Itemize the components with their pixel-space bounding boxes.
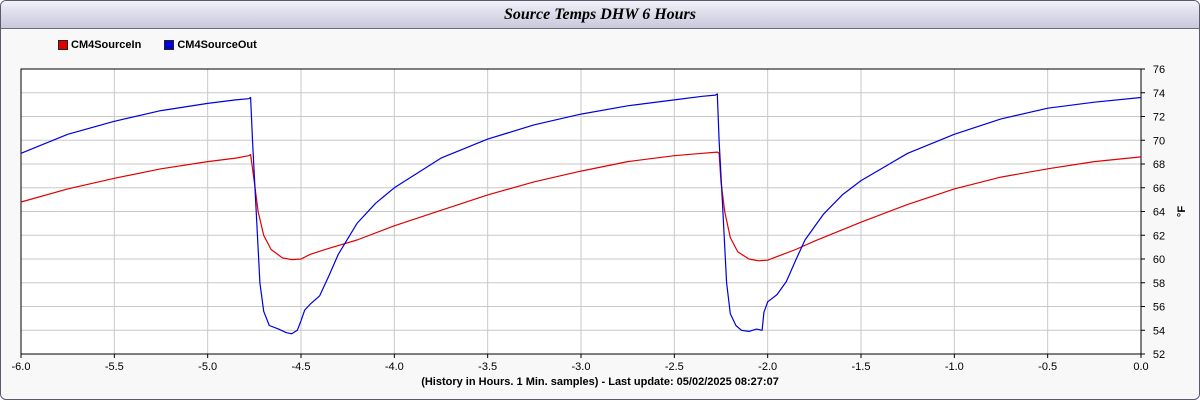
legend-item-source-in: CM4SourceIn <box>58 39 141 51</box>
y-tick-label: 72 <box>1153 112 1165 124</box>
series-line-cm4sourcein <box>20 151 1142 262</box>
y-tick-label: 54 <box>1153 325 1165 337</box>
x-tick-label: -0.5 <box>1038 361 1057 373</box>
x-tick-label: -4.5 <box>292 361 311 373</box>
plot-border <box>20 68 1142 355</box>
y-tick-label: 64 <box>1153 207 1165 219</box>
y-tick-label: 60 <box>1153 254 1165 266</box>
y-tick-label: 52 <box>1153 349 1165 361</box>
x-tick-label: -3.0 <box>572 361 591 373</box>
y-tick-label: 66 <box>1153 183 1165 195</box>
x-tick-label: -1.5 <box>852 361 871 373</box>
y-tick-label: 76 <box>1153 64 1165 76</box>
x-tick-label: -2.5 <box>665 361 684 373</box>
x-tick-label: -5.5 <box>105 361 124 373</box>
x-tick-label: 0.0 <box>1133 361 1148 373</box>
legend-label-source-out: CM4SourceOut <box>177 39 257 51</box>
x-axis-caption: (History in Hours. 1 Min. samples) - Las… <box>421 376 779 388</box>
y-tick-label: 62 <box>1153 230 1165 242</box>
y-tick-label: 58 <box>1153 278 1165 290</box>
legend-swatch-source-in <box>58 40 68 50</box>
x-tick-label: -2.0 <box>758 361 777 373</box>
x-tick-label: -1.0 <box>945 361 964 373</box>
legend-item-source-out: CM4SourceOut <box>164 39 257 51</box>
legend-swatch-source-out <box>164 40 175 50</box>
x-tick-label: -6.0 <box>12 361 31 373</box>
x-tick-label: -5.0 <box>198 361 217 373</box>
series-line-cm4sourceout <box>20 93 1142 335</box>
y-tick-label: 56 <box>1153 302 1165 314</box>
y-tick-label: 68 <box>1153 159 1165 171</box>
y-tick-label: 70 <box>1153 135 1165 147</box>
x-tick-label: -4.0 <box>385 361 404 373</box>
y-axis-unit-label: °F <box>1176 206 1188 217</box>
legend-label-source-in: CM4SourceIn <box>71 39 142 51</box>
legend: CM4SourceIn CM4SourceOut <box>58 39 277 53</box>
x-tick-label: -3.5 <box>478 361 497 373</box>
y-tick-label: 74 <box>1153 88 1165 100</box>
chart-title: Source Temps DHW 6 Hours <box>1 1 1199 29</box>
